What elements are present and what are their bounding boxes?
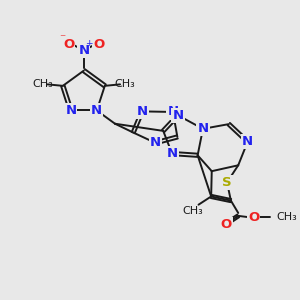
Text: ⁻: ⁻	[59, 32, 65, 45]
Text: +: +	[85, 39, 93, 48]
Text: O: O	[248, 211, 259, 224]
Text: N: N	[167, 106, 178, 118]
Text: N: N	[172, 109, 184, 122]
Text: N: N	[150, 136, 161, 149]
Text: N: N	[136, 105, 148, 118]
Text: CH₃: CH₃	[33, 80, 53, 89]
Text: CH₃: CH₃	[276, 212, 297, 222]
Text: N: N	[91, 104, 102, 117]
Text: O: O	[63, 38, 74, 51]
Text: O: O	[220, 218, 232, 231]
Text: N: N	[78, 44, 89, 56]
Text: N: N	[197, 122, 208, 135]
Text: N: N	[65, 104, 76, 117]
Text: CH₃: CH₃	[182, 206, 203, 216]
Text: S: S	[222, 176, 232, 189]
Text: N: N	[242, 135, 253, 148]
Text: CH₃: CH₃	[114, 80, 135, 89]
Text: N: N	[167, 147, 178, 160]
Text: O: O	[94, 38, 105, 51]
